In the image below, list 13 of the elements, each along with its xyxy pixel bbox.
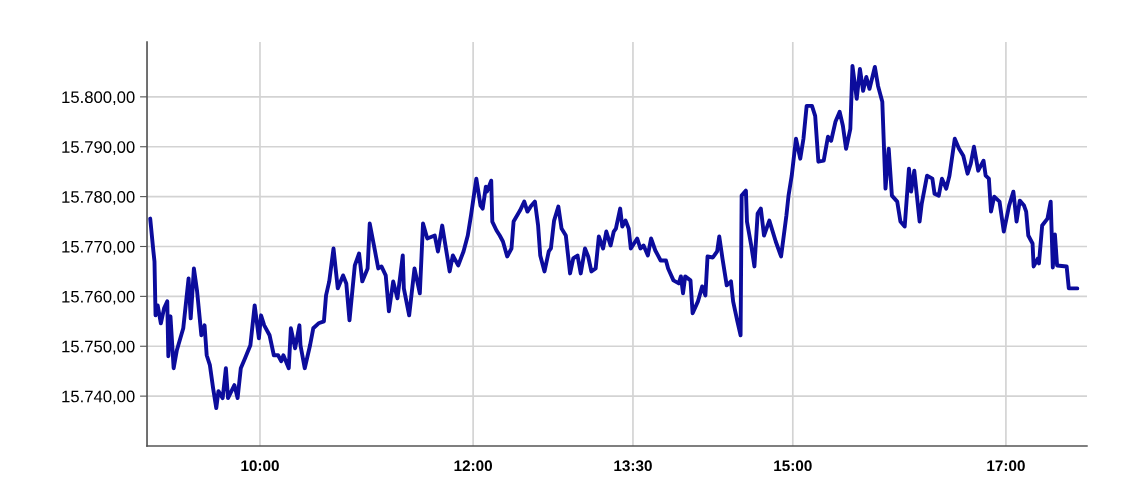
x-tick-label: 10:00	[241, 460, 279, 472]
y-tick-label: 15.740,00	[62, 390, 135, 405]
y-tick-label: 15.760,00	[62, 290, 135, 305]
y-tick-label: 15.750,00	[62, 340, 135, 355]
y-tick-label: 15.770,00	[62, 240, 135, 255]
y-tick-label: 15.800,00	[62, 91, 135, 106]
x-tick-label: 17:00	[987, 460, 1025, 472]
y-tick-label: 15.780,00	[62, 191, 135, 205]
line-series	[148, 63, 1080, 411]
x-tick-label: 12:00	[454, 460, 493, 472]
x-tick-label: 15:00	[774, 460, 812, 472]
y-tick-label: 15.790,00	[62, 141, 135, 155]
x-tick-label: 13:30	[614, 460, 652, 472]
